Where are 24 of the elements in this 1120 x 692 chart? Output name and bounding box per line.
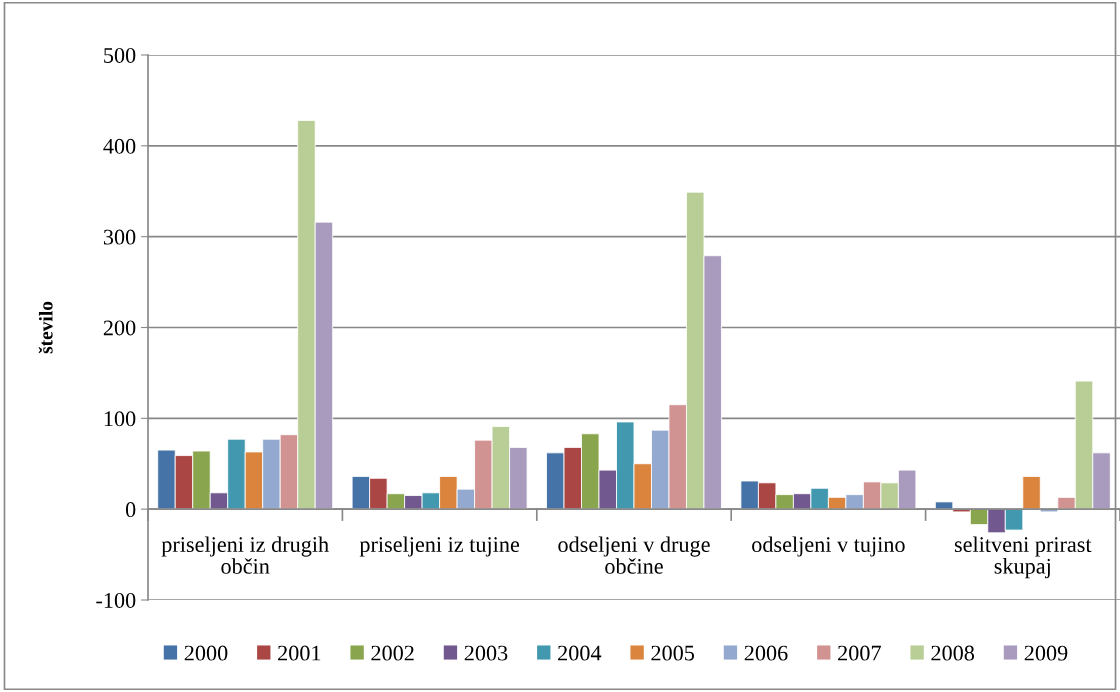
y-axis-title: število [38,301,53,354]
y-tick-label: 100 [104,411,136,427]
legend-label: 2007 [838,645,881,661]
y-tick-label: 0 [125,502,136,518]
y-tick-label: -100 [96,592,136,608]
y-tick-label: 400 [103,138,136,154]
x-tick-label: odseljeni v druge občine [558,536,710,574]
legend-label: 2000 [184,645,228,661]
bar [1022,476,1041,510]
legend-label: 2006 [744,645,788,661]
legend-label: 2009 [1024,645,1068,661]
legend-label: 2005 [651,645,695,661]
legend-label: 2003 [464,645,508,661]
legend-label: 2008 [931,645,975,661]
x-tick-label: priseljeni iz tujine [359,536,520,557]
y-tick-label: 200 [103,320,136,336]
legend-label: 2001 [278,645,321,661]
legend-label: 2004 [558,645,602,661]
x-tick-label: selitveni prirast skupaj [954,536,1092,579]
x-tick-label: priseljeni iz drugih občin [161,536,329,574]
x-tick-label: odseljeni v tujino [752,536,905,557]
y-tick-label: 500 [104,47,136,63]
y-tick-label: 300 [103,229,136,245]
legend-label: 2002 [371,645,414,661]
